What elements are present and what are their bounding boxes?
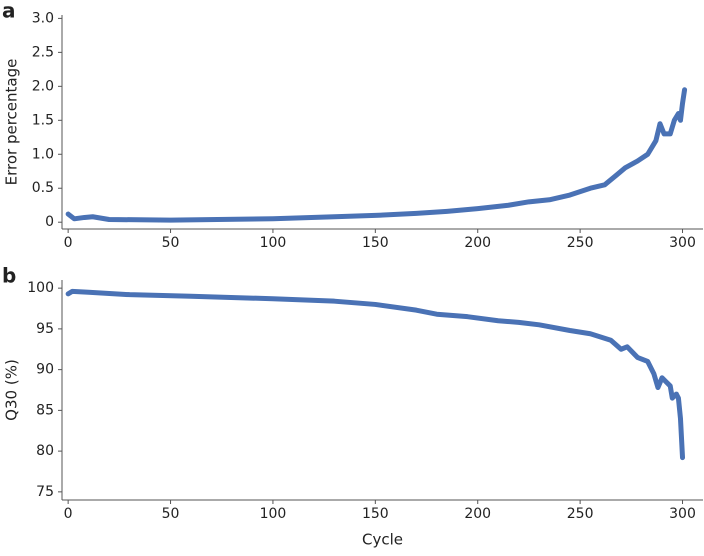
x-tick-label: 250 (567, 235, 594, 251)
panel-label: a (2, 0, 16, 23)
x-tick-label: 300 (669, 235, 696, 251)
y-tick-label: 95 (36, 321, 54, 337)
x-tick-label: 0 (64, 506, 73, 522)
y-tick-label: 0.5 (32, 180, 54, 196)
x-tick-label: 200 (464, 506, 491, 522)
x-tick-label: 50 (162, 506, 180, 522)
y-tick-label: 100 (27, 280, 54, 296)
x-tick-label: 100 (260, 235, 287, 251)
y-tick-label: 3.0 (32, 10, 54, 26)
y-tick-label: 2.5 (32, 44, 54, 60)
y-tick-label: 1.0 (32, 146, 54, 162)
y-tick-label: 75 (36, 484, 54, 500)
x-tick-label: 150 (362, 235, 389, 251)
x-tick-label: 100 (260, 506, 287, 522)
y-tick-label: 2.0 (32, 78, 54, 94)
x-tick-label: 250 (567, 506, 594, 522)
panel-label: b (2, 264, 16, 288)
x-tick-label: 200 (464, 235, 491, 251)
x-axis-label: Cycle (362, 531, 403, 549)
y-axis-label: Q30 (%) (3, 359, 21, 421)
y-tick-label: 0 (45, 214, 54, 230)
x-tick-label: 0 (64, 235, 73, 251)
x-tick-label: 300 (669, 506, 696, 522)
y-axis-label: Error percentage (3, 59, 21, 186)
data-line (65, 288, 686, 461)
x-tick-label: 150 (362, 506, 389, 522)
x-tick-label: 50 (162, 235, 180, 251)
y-tick-label: 1.5 (32, 112, 54, 128)
y-tick-label: 85 (36, 402, 54, 418)
y-tick-label: 80 (36, 443, 54, 459)
y-tick-label: 90 (36, 362, 54, 378)
data-line (65, 87, 688, 223)
